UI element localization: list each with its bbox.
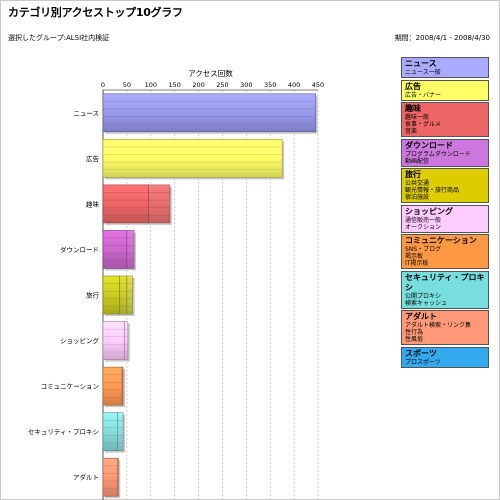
legend-item-subcategory: プロスポーツ [405,358,441,366]
x-tick-label: 350 [264,81,276,89]
chart-title: カテゴリ別アクセストップ10グラフ [8,6,183,19]
period-label: 期間：2008/4/1 - 2008/4/30 [394,34,490,42]
bar [102,184,149,224]
legend-item: コミュニケーション SNS・ブログ 掲示板 IT掲示板 [401,234,489,269]
x-tick-label: 0 [101,81,105,89]
bar [126,275,133,315]
bar [102,93,316,133]
category-label: ショッピング [60,336,100,345]
bar [119,275,128,315]
legend-item-title: コミュニケーション [405,236,477,245]
legend-item-subcategory: プログラムダウンロード [405,150,471,158]
x-tick-label: 200 [192,81,204,89]
legend-item: 旅行 公共交通 観光情報・旅行商品 宿泊施設 [401,168,489,203]
category-label: 趣味 [86,199,100,208]
legend: ニュース ニュース一般 広告 広告・バナー 趣味 趣味一般 食事・グルメ 音楽 ダウンロード プロ… [401,57,489,369]
category-label: 旅行 [86,291,100,300]
x-tick-label: 250 [216,81,228,89]
legend-item-subcategory: 宿泊施設 [405,194,430,201]
legend-item-subcategory: 音楽 [405,128,418,135]
legend-item-subcategory: ニュース一般 [405,69,441,76]
category-label: ダウンロード [60,245,99,254]
legend-item-subcategory: 通信販売一般 [405,216,442,224]
bar [102,412,118,451]
bar-chart: アクセス回数 0 50 100 150 200 250 300 350 400 450 ニュース広告趣… [28,68,324,500]
legend-item: ニュース ニュース一般 [401,57,489,78]
legend-item: ダウンロード プログラムダウンロード 動画配信 [401,138,489,167]
legend-item-title: スポーツ [405,348,437,358]
x-tick-label: 100 [145,81,157,89]
bar [117,457,119,497]
bar [117,412,124,451]
legend-item: セキュリティ・プロキシ 公開プロキシ 検索キャッシュ [401,270,489,309]
category-label: アダルト [73,473,99,482]
x-tick-label: 150 [168,81,180,89]
legend-item-title: ニュース [405,59,437,68]
legend-item-title: 広告 [405,81,421,91]
bar [102,230,128,269]
bar [124,321,129,360]
x-tick-label: 300 [240,81,252,89]
category-label: ニュース [73,109,99,117]
legend-item-subcategory: 公開プロキシ [405,292,442,300]
x-tick-label: 400 [288,81,300,89]
legend-item: アダルト アダルト検索・リンク集 性行為 性風俗 [401,310,489,345]
legend-item-title: 趣味 [405,104,421,113]
legend-item-subcategory: アダルト検索・リンク集 [405,322,472,329]
category-label: 広告 [86,154,100,163]
legend-item-subcategory: オークション [405,223,442,231]
group-label: 選択したグループ:ALSI社内検証 [8,34,110,42]
bar [102,457,118,497]
legend-item-subcategory: 掲示板 [405,253,424,260]
legend-item-subcategory: IT掲示板 [405,260,429,267]
legend-item-title: セキュリティ・プロキシ [405,272,485,292]
legend-item-subcategory: 動画配信 [405,157,430,165]
bar [102,139,283,178]
legend-item: 趣味 趣味一般 食事・グルメ 音楽 [401,102,489,137]
legend-item-title: アダルト [405,312,437,321]
legend-item: 広告 広告・バナー [401,79,489,101]
legend-item-subcategory: 食事・グルメ [405,121,442,128]
bar [148,184,171,224]
legend-item-subcategory: 公共交通 [405,180,430,187]
legend-item-subcategory: 性風俗 [405,336,424,343]
legend-item-subcategory: 観光情報・旅行商品 [405,187,460,194]
legend-item-title: ショッピング [405,206,453,216]
legend-item-subcategory: 広告・バナー [405,91,442,99]
legend-item: ショッピング 通信販売一般 オークション [401,204,489,233]
bar [102,275,121,315]
legend-item-title: 旅行 [405,170,421,179]
legend-item-subcategory: 性行為 [405,329,424,336]
x-tick-label: 450 [312,81,324,89]
bar [102,321,125,360]
legend-item-title: ダウンロード [405,140,453,150]
category-label: コミュニケーション [41,383,99,391]
bar [121,366,124,406]
bar [126,230,135,269]
legend-item-subcategory: 趣味一般 [405,114,430,121]
bar [102,366,123,406]
x-tick-label: 50 [123,81,131,89]
legend-item: スポーツ プロスポーツ [401,346,489,368]
legend-item-subcategory: 検索キャッシュ [405,299,448,307]
category-label: セキュリティ・プロキシ [28,428,99,436]
x-axis-title: アクセス回数 [188,68,233,78]
legend-item-subcategory: SNS・ブログ [405,246,442,253]
